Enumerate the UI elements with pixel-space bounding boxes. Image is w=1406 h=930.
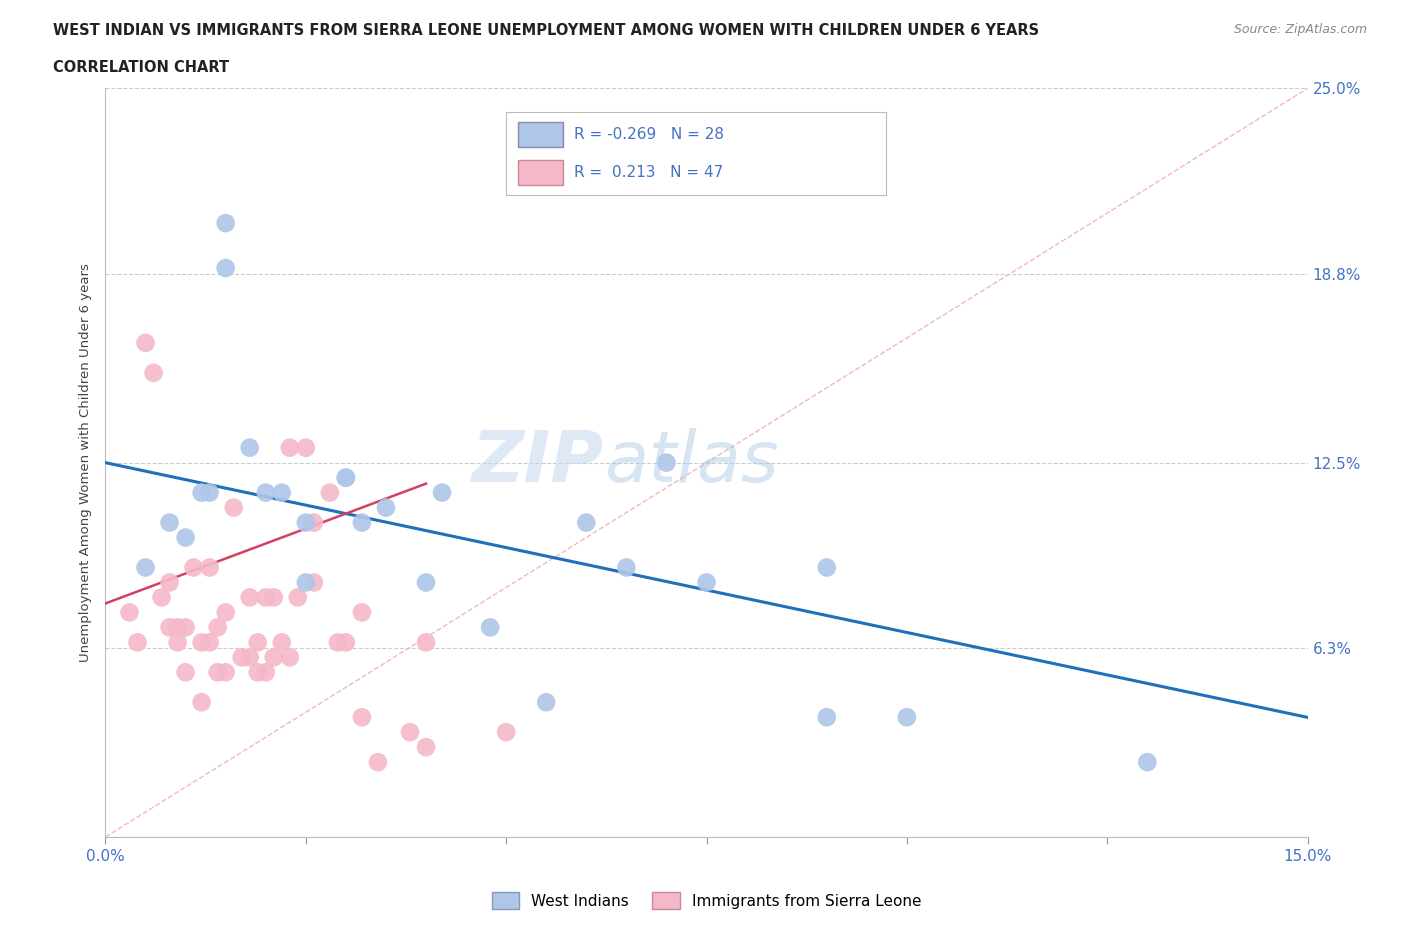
Point bbox=[295, 575, 318, 590]
Point bbox=[135, 560, 157, 575]
Point bbox=[183, 560, 205, 575]
Point bbox=[350, 710, 373, 724]
Point bbox=[159, 575, 181, 590]
Point bbox=[534, 695, 557, 710]
Point bbox=[214, 605, 236, 620]
Point bbox=[174, 530, 197, 545]
Point bbox=[239, 590, 262, 604]
Point bbox=[326, 635, 349, 650]
Point bbox=[174, 620, 197, 635]
Point bbox=[278, 440, 301, 455]
Text: WEST INDIAN VS IMMIGRANTS FROM SIERRA LEONE UNEMPLOYMENT AMONG WOMEN WITH CHILDR: WEST INDIAN VS IMMIGRANTS FROM SIERRA LE… bbox=[53, 23, 1039, 38]
Point bbox=[174, 665, 197, 680]
Point bbox=[239, 440, 262, 455]
FancyBboxPatch shape bbox=[517, 160, 562, 185]
Point bbox=[415, 739, 437, 754]
Point bbox=[190, 635, 212, 650]
Point bbox=[479, 620, 502, 635]
Point bbox=[1136, 755, 1159, 770]
Text: Source: ZipAtlas.com: Source: ZipAtlas.com bbox=[1233, 23, 1367, 36]
Point bbox=[190, 695, 212, 710]
Point bbox=[319, 485, 342, 500]
Point bbox=[127, 635, 149, 650]
Point bbox=[415, 575, 437, 590]
Point bbox=[335, 635, 357, 650]
Point bbox=[246, 665, 269, 680]
Point bbox=[135, 336, 157, 351]
Point bbox=[263, 650, 285, 665]
Point bbox=[254, 590, 277, 604]
Text: ZIP: ZIP bbox=[472, 428, 605, 498]
Text: atlas: atlas bbox=[605, 428, 779, 498]
Point bbox=[616, 560, 638, 575]
Point bbox=[696, 575, 718, 590]
Point bbox=[415, 635, 437, 650]
Point bbox=[239, 650, 262, 665]
Point bbox=[263, 590, 285, 604]
Point bbox=[430, 485, 453, 500]
Point bbox=[254, 485, 277, 500]
Point bbox=[350, 605, 373, 620]
FancyBboxPatch shape bbox=[517, 122, 562, 147]
Point bbox=[374, 500, 398, 515]
Point bbox=[142, 365, 165, 380]
Legend: West Indians, Immigrants from Sierra Leone: West Indians, Immigrants from Sierra Leo… bbox=[485, 885, 928, 915]
Point bbox=[815, 710, 838, 724]
Point bbox=[575, 515, 598, 530]
Point bbox=[159, 620, 181, 635]
Point bbox=[207, 665, 229, 680]
Point bbox=[198, 560, 221, 575]
Point bbox=[270, 635, 292, 650]
Point bbox=[278, 650, 301, 665]
Point bbox=[295, 440, 318, 455]
Point bbox=[214, 665, 236, 680]
Point bbox=[254, 665, 277, 680]
Point bbox=[207, 620, 229, 635]
Point bbox=[896, 710, 918, 724]
Point bbox=[287, 590, 309, 604]
Point bbox=[295, 515, 318, 530]
Text: CORRELATION CHART: CORRELATION CHART bbox=[53, 60, 229, 75]
Point bbox=[198, 485, 221, 500]
Point bbox=[159, 515, 181, 530]
Point bbox=[214, 216, 236, 231]
Point bbox=[302, 575, 325, 590]
Point bbox=[190, 485, 212, 500]
Point bbox=[815, 560, 838, 575]
Point bbox=[367, 755, 389, 770]
Point bbox=[166, 635, 188, 650]
Point bbox=[214, 260, 236, 275]
Point bbox=[335, 471, 357, 485]
Point bbox=[655, 456, 678, 471]
Point bbox=[198, 635, 221, 650]
Point bbox=[335, 471, 357, 485]
Point bbox=[231, 650, 253, 665]
Point bbox=[246, 635, 269, 650]
Point bbox=[118, 605, 141, 620]
Point bbox=[302, 515, 325, 530]
Point bbox=[350, 515, 373, 530]
Point bbox=[222, 500, 245, 515]
Point bbox=[399, 724, 422, 739]
Point bbox=[166, 620, 188, 635]
Text: R = -0.269   N = 28: R = -0.269 N = 28 bbox=[575, 126, 724, 141]
Point bbox=[495, 724, 517, 739]
Y-axis label: Unemployment Among Women with Children Under 6 years: Unemployment Among Women with Children U… bbox=[79, 263, 93, 662]
Text: R =  0.213   N = 47: R = 0.213 N = 47 bbox=[575, 166, 724, 180]
Point bbox=[270, 485, 292, 500]
Point bbox=[150, 590, 173, 604]
